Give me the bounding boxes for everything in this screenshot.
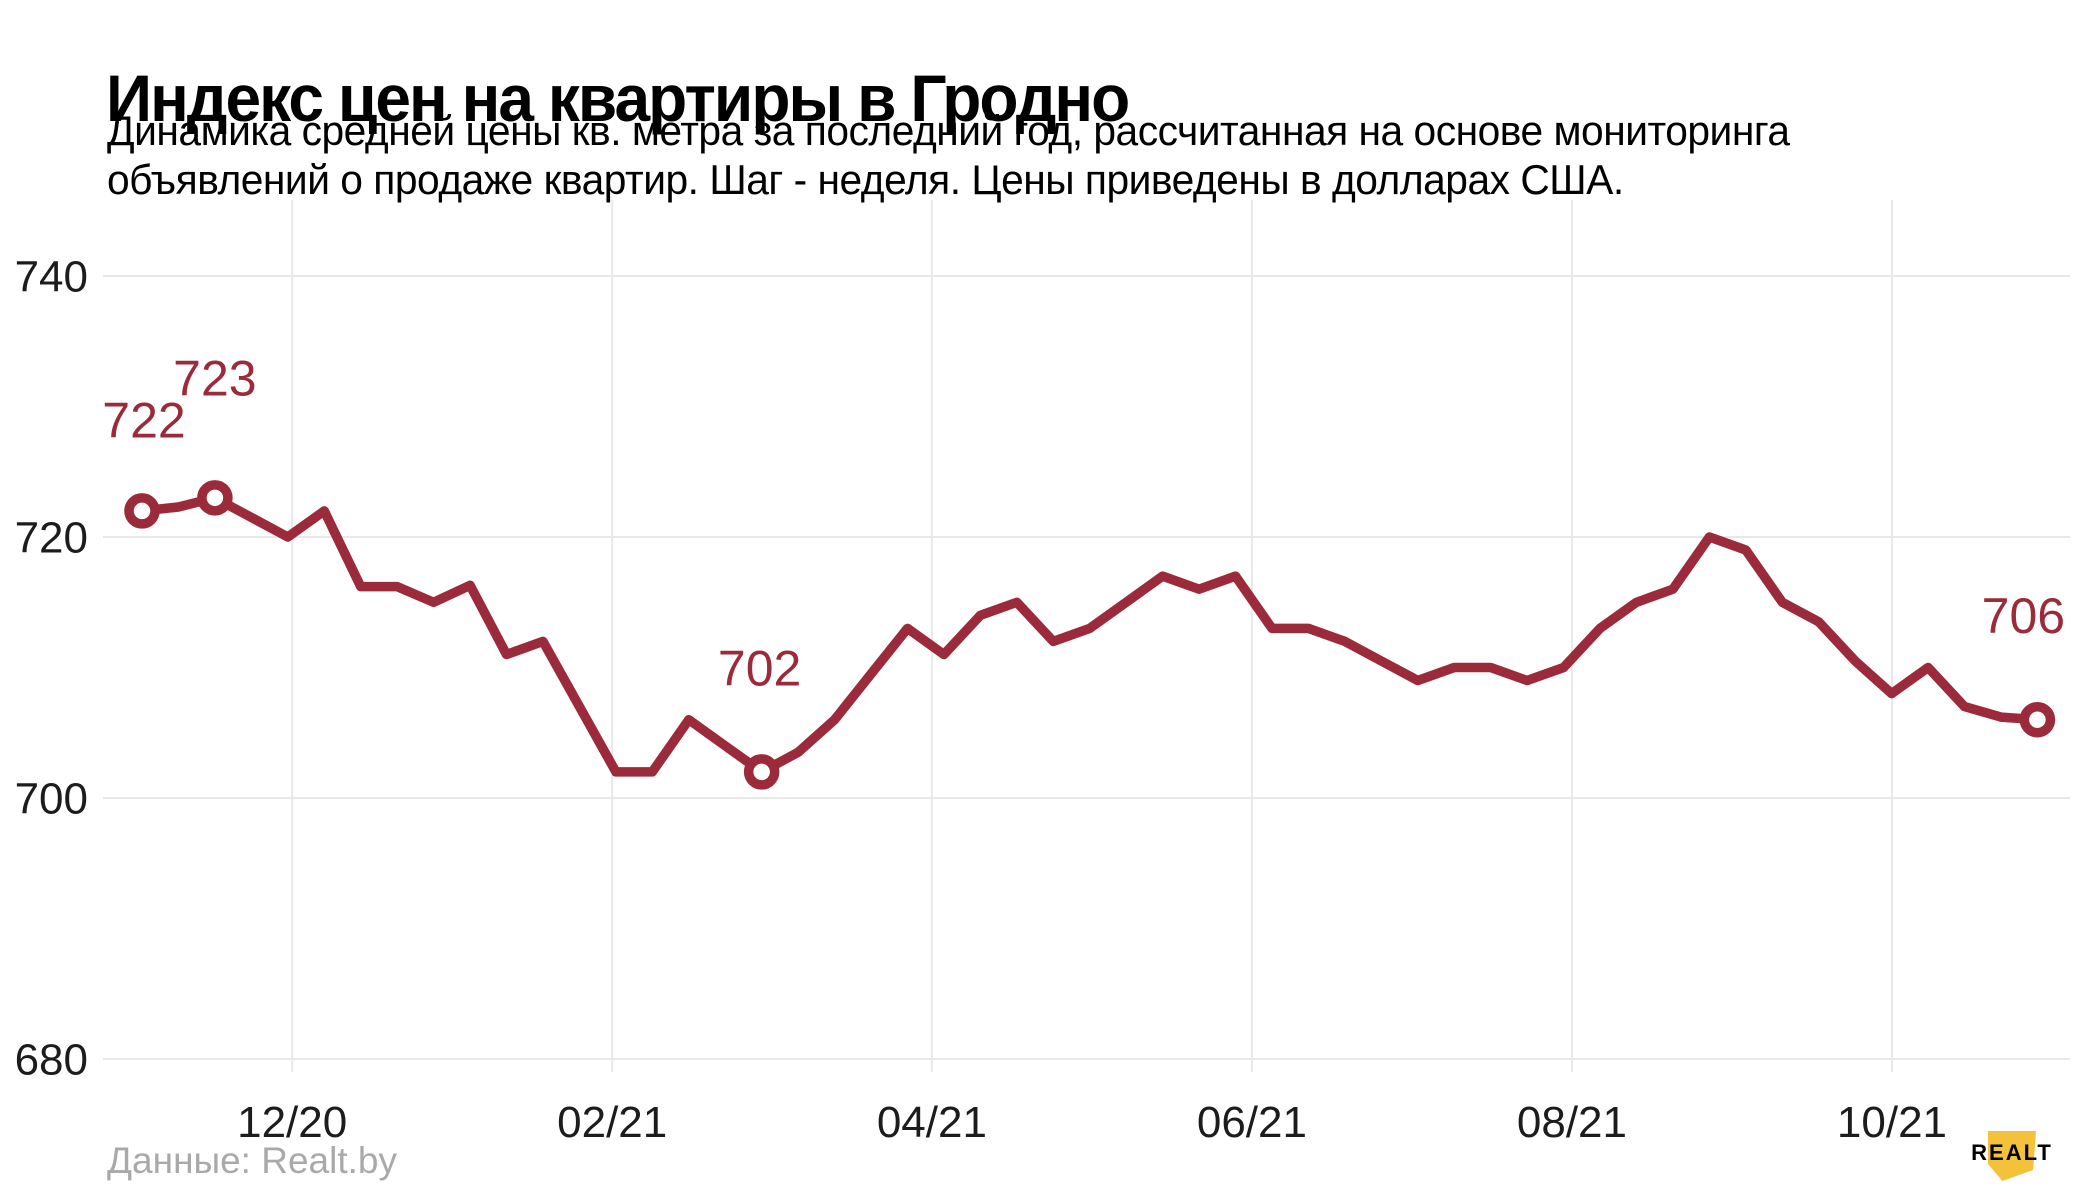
realt-logo: Realt: [1962, 1120, 2062, 1186]
source-credit: Данные: Realt.by: [107, 1140, 397, 1181]
y-tick-label: 720: [15, 513, 88, 562]
y-tick-label: 740: [15, 252, 88, 301]
data-point-label: 722: [102, 392, 185, 448]
price-line: [137, 493, 2043, 777]
x-tick-label: 04/21: [877, 1098, 987, 1147]
chart-subtitle: Динамика средней цены кв. метра за после…: [107, 106, 1790, 204]
logo-text: Realt: [1971, 1140, 2053, 1165]
data-point-marker: [197, 480, 233, 516]
x-tick-label: 06/21: [1197, 1098, 1307, 1147]
x-tick-label: 02/21: [557, 1098, 667, 1147]
y-tick-label: 700: [15, 774, 88, 823]
page-title: Индекс цен на квартиры в Гродно: [106, 61, 1130, 136]
data-point-label: 702: [718, 640, 801, 696]
data-point-label: 706: [1982, 588, 2065, 644]
subtitle-line-2: объявлений о продаже квартир. Шаг - неде…: [107, 156, 1624, 203]
data-point-marker: [124, 493, 160, 529]
data-point-marker: [743, 754, 780, 790]
x-tick-label: 10/21: [1837, 1098, 1947, 1147]
data-point-label: 723: [173, 350, 256, 406]
data-point-marker: [2019, 701, 2056, 738]
x-tick-label: 12/20: [237, 1098, 347, 1147]
x-tick-label: 08/21: [1517, 1098, 1627, 1147]
subtitle-line-1: Динамика средней цены кв. метра за после…: [107, 107, 1790, 154]
y-tick-label: 680: [15, 1035, 88, 1084]
